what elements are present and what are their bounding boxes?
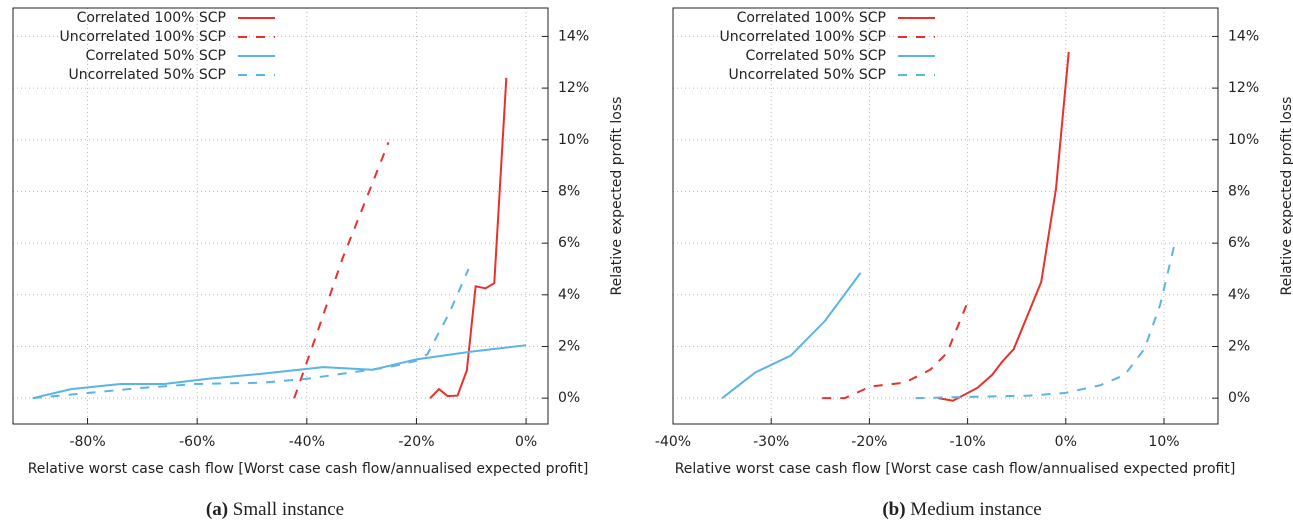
y-tick-label: 4%	[1228, 287, 1250, 303]
y-tick-label: 2%	[558, 338, 580, 354]
x-tick-label: 10%	[1148, 434, 1179, 450]
x-tick-label: 0%	[515, 434, 537, 450]
x-tick-label: -40%	[289, 434, 325, 450]
y-tick-label: 8%	[1228, 183, 1250, 199]
y-tick-label: 12%	[1228, 80, 1259, 96]
y-tick-label: 0%	[558, 390, 580, 406]
x-tick-label: -60%	[179, 434, 215, 450]
legend-label: Correlated 100% SCP	[77, 10, 226, 26]
caption-label: (a)	[206, 499, 228, 520]
y-tick-label: 0%	[1228, 390, 1250, 406]
y-tick-label: 12%	[558, 80, 589, 96]
x-tick-label: -80%	[69, 434, 105, 450]
caption-text: Medium instance	[910, 499, 1041, 520]
x-tick-label: -20%	[851, 434, 887, 450]
x-tick-label: -40%	[655, 434, 691, 450]
y-tick-label: 10%	[558, 132, 589, 148]
plot-frame	[12, 7, 549, 425]
y-axis-label: Relative expected profit loss	[1279, 97, 1293, 296]
y-tick-label: 6%	[558, 235, 580, 251]
series-line	[32, 344, 527, 400]
legend-label: Correlated 50% SCP	[746, 48, 887, 64]
series-line	[721, 272, 862, 399]
legend-label: Correlated 50% SCP	[86, 48, 227, 64]
y-tick-label: 8%	[558, 183, 580, 199]
x-tick-label: -10%	[950, 434, 986, 450]
y-tick-label: 14%	[558, 28, 589, 44]
series-line	[32, 268, 470, 400]
y-tick-label: 6%	[1228, 235, 1250, 251]
caption: (a) Small instance	[206, 499, 344, 520]
legend-label: Uncorrelated 50% SCP	[728, 67, 886, 83]
legend-label: Correlated 100% SCP	[737, 10, 886, 26]
y-tick-label: 14%	[1228, 28, 1259, 44]
series-line	[937, 51, 1070, 402]
series-line	[915, 242, 1176, 400]
series-line	[429, 77, 508, 399]
caption-label: (b)	[882, 499, 905, 520]
x-tick-label: 0%	[1055, 434, 1077, 450]
caption-text: Small instance	[233, 499, 344, 520]
y-tick-label: 10%	[1228, 132, 1259, 148]
legend-label: Uncorrelated 50% SCP	[68, 67, 226, 83]
y-tick-label: 2%	[1228, 338, 1250, 354]
series-line	[822, 297, 971, 400]
x-tick-label: -30%	[753, 434, 789, 450]
x-axis-label: Relative worst case cash flow [Worst cas…	[28, 461, 589, 477]
caption: (b) Medium instance	[882, 499, 1041, 520]
legend-label: Uncorrelated 100% SCP	[720, 29, 886, 45]
series-line	[293, 141, 390, 399]
x-tick-label: -20%	[398, 434, 434, 450]
y-tick-label: 4%	[558, 287, 580, 303]
plot-frame	[672, 7, 1219, 425]
legend-label: Uncorrelated 100% SCP	[60, 29, 226, 45]
x-axis-label: Relative worst case cash flow [Worst cas…	[675, 461, 1236, 477]
y-axis-label: Relative expected profit loss	[609, 97, 625, 296]
